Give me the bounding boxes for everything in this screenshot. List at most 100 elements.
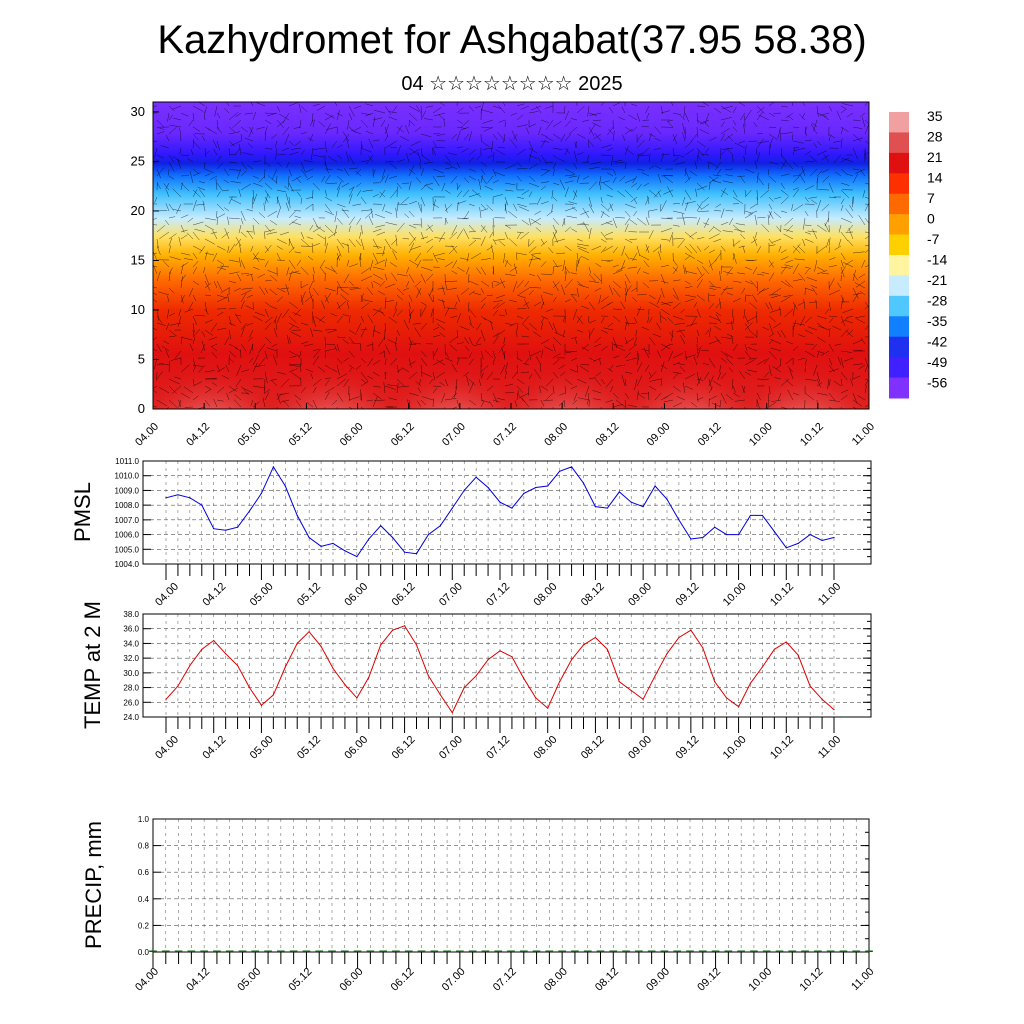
- data-point: [726, 533, 728, 536]
- data-point: [821, 539, 823, 542]
- data-point: [165, 497, 167, 499]
- data-point: [785, 547, 787, 549]
- data-point: [606, 648, 608, 650]
- x-tick-label: 07.12: [491, 421, 519, 449]
- data-point: [189, 664, 191, 667]
- data-point: [415, 644, 418, 646]
- colorbar-label: 35: [927, 108, 943, 124]
- precip-bar: [379, 950, 387, 952]
- precip-bar: [609, 950, 618, 952]
- precip-bar: [686, 950, 694, 952]
- x-tick-label: 10.12: [797, 966, 825, 994]
- precip-bar: [762, 950, 771, 952]
- warm-core: [506, 329, 631, 409]
- data-point: [284, 666, 286, 668]
- colorbar-label: -49: [927, 354, 947, 370]
- data-point: [773, 648, 775, 650]
- data-point: [165, 698, 167, 700]
- colorbar-label: 21: [927, 149, 943, 165]
- y-tick-label: 36.0: [123, 625, 139, 634]
- precip-bar: [635, 950, 643, 952]
- colorbar-label: 0: [927, 211, 935, 227]
- data-point: [427, 533, 430, 536]
- data-point: [296, 642, 298, 645]
- x-tick-label: 05.00: [235, 421, 263, 449]
- data-point: [177, 685, 179, 687]
- data-point: [714, 526, 716, 528]
- x-tick-label: 09.00: [645, 421, 673, 449]
- precip-bar: [622, 950, 630, 952]
- x-tick-label: 05.12: [287, 421, 315, 449]
- precip-bar: [814, 950, 822, 952]
- data-point: [702, 536, 704, 539]
- data-point: [511, 507, 513, 509]
- x-tick-label: 11.00: [849, 966, 876, 993]
- y-tick-label: 15: [131, 252, 145, 267]
- data-point: [809, 685, 811, 687]
- data-point: [451, 711, 453, 714]
- data-point: [248, 686, 251, 689]
- data-point: [332, 542, 334, 545]
- precip-bar: [750, 950, 758, 952]
- data-point: [475, 675, 477, 677]
- colorbar-swatch: [889, 295, 909, 317]
- precip-bar: [251, 950, 260, 952]
- data-point: [797, 542, 799, 545]
- precip-bar: [225, 950, 234, 952]
- x-tick-label: 06.12: [390, 581, 418, 609]
- pmsl-grid: [143, 461, 871, 564]
- x-tick-label: 04.12: [184, 421, 212, 449]
- data-point: [582, 644, 585, 646]
- x-tick-label: 06.00: [338, 421, 366, 449]
- x-tick-label: 07.12: [484, 581, 512, 609]
- precip-bar: [161, 950, 170, 952]
- data-point: [702, 647, 704, 649]
- pmsl-axes: 1004.0 1005.0 1006.0 1007.0 1008.0 1009.0 1010…: [115, 457, 871, 609]
- precip-bar: [788, 950, 797, 952]
- pmsl-frame: [142, 460, 872, 565]
- y-tick-label: 28.0: [123, 684, 139, 693]
- precip-bar: [289, 950, 298, 952]
- data-point: [463, 489, 465, 492]
- temp2m-frame: [142, 613, 872, 718]
- temp2m-y-label: TEMP at 2 M: [80, 601, 105, 729]
- data-point: [618, 491, 620, 493]
- x-tick-label: 08.00: [532, 581, 560, 609]
- precip-bar: [149, 950, 157, 952]
- x-tick-label: 10.00: [747, 421, 775, 449]
- data-point: [189, 497, 191, 499]
- colorbar-label: 28: [927, 129, 943, 145]
- data-point: [535, 486, 537, 489]
- precip-bar: [647, 950, 656, 952]
- data-point: [499, 501, 501, 503]
- data-point: [427, 675, 430, 677]
- data-point: [594, 506, 597, 508]
- colorbar-swatch: [889, 132, 909, 154]
- data-point: [272, 466, 274, 468]
- data-point: [654, 675, 656, 677]
- x-tick-label: 08.00: [542, 966, 570, 994]
- x-tick-label: 09.12: [673, 581, 701, 609]
- data-point: [666, 498, 668, 500]
- y-tick-label: 24.0: [123, 713, 139, 722]
- data-point: [392, 629, 394, 631]
- wind-vectors: [153, 102, 869, 409]
- colorbar-swatch: [889, 377, 909, 399]
- temp2m-series: [165, 625, 835, 714]
- x-tick-label: 10.00: [746, 966, 774, 994]
- y-tick-label: 1.0: [138, 815, 150, 824]
- data-point: [726, 697, 728, 699]
- colorbar: 35 28 21 14 7 0 -7 -14 -21 -28 -35 -42 -49 -56: [889, 108, 947, 399]
- y-tick-label: 34.0: [123, 639, 139, 648]
- colorbar-swatch: [889, 336, 909, 358]
- y-tick-label: 0.4: [138, 895, 150, 904]
- precip-bar: [494, 950, 503, 952]
- colorbar-swatch: [889, 357, 909, 379]
- colorbar-swatch: [889, 112, 909, 133]
- data-point: [201, 648, 203, 650]
- data-point: [332, 667, 334, 670]
- x-tick-label: 10.00: [721, 581, 749, 609]
- data-point: [642, 698, 644, 700]
- data-point: [439, 525, 441, 527]
- precip-bar: [660, 950, 669, 952]
